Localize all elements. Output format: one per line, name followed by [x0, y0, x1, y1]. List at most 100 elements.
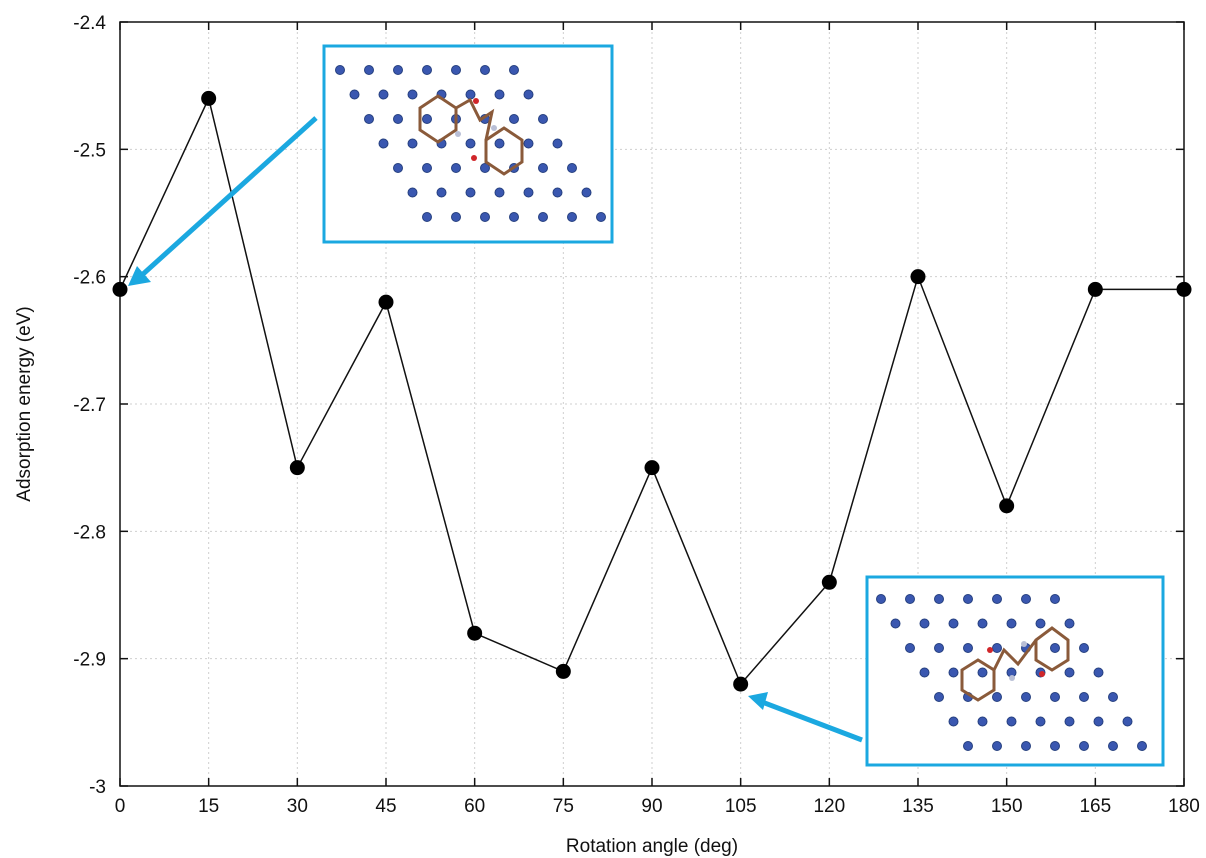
- x-tick-label: 150: [991, 796, 1023, 817]
- lattice-atom: [919, 618, 930, 629]
- lattice-atom: [876, 594, 886, 604]
- inset-structure-2-atoms: [876, 594, 1147, 751]
- lattice-atom: [905, 643, 915, 653]
- lattice-atom: [523, 138, 534, 149]
- lattice-atom: [1093, 667, 1104, 678]
- y-tick-label: -2.5: [73, 140, 106, 161]
- lattice-atom: [407, 138, 418, 149]
- lattice-atom: [480, 212, 490, 222]
- lattice-atom: [963, 741, 973, 751]
- lattice-atom: [977, 667, 988, 678]
- lattice-atom: [963, 643, 973, 653]
- data-point: [644, 460, 660, 476]
- lattice-atom: [1064, 618, 1075, 629]
- lattice-atom: [992, 741, 1002, 751]
- data-point: [733, 676, 749, 692]
- lattice-atom: [480, 65, 490, 75]
- lattice-atom: [509, 114, 519, 124]
- inset-structure-1-arrowhead: [128, 266, 151, 286]
- inset-structure-2-molecule: [960, 626, 1070, 702]
- lattice-atom: [1050, 643, 1060, 653]
- lattice-atom: [977, 716, 988, 727]
- lattice-atom: [1006, 716, 1017, 727]
- data-point: [378, 294, 394, 310]
- y-tick-label: -2.9: [73, 650, 106, 671]
- data-point: [555, 663, 571, 679]
- lattice-atom: [509, 65, 519, 75]
- lattice-atom: [523, 89, 534, 100]
- x-tick-label: 180: [1168, 796, 1200, 817]
- inset-structure-2: [748, 575, 1165, 767]
- x-tick-label: 30: [287, 796, 308, 817]
- lattice-atom: [1035, 716, 1046, 727]
- lattice-atom: [552, 187, 563, 198]
- lattice-atom: [335, 65, 345, 75]
- inset-structure-1-arrow: [140, 116, 318, 277]
- inset-structure-1-molecule: [418, 94, 524, 176]
- lattice-atom: [1006, 618, 1017, 629]
- lattice-atom: [407, 89, 418, 100]
- lattice-atom: [393, 65, 403, 75]
- y-axis-label: Adsorption energy (eV): [14, 306, 35, 501]
- x-tick-label: 45: [375, 796, 396, 817]
- x-tick-label: 60: [464, 796, 485, 817]
- lattice-atom: [393, 114, 403, 124]
- lattice-atom: [494, 89, 505, 100]
- lattice-atom: [538, 212, 548, 222]
- inset-structure-2-arrow: [761, 699, 863, 743]
- lattice-atom: [1021, 594, 1031, 604]
- y-tick-label: -2.4: [73, 13, 106, 34]
- lattice-atom: [934, 643, 944, 653]
- lattice-atom: [934, 594, 944, 604]
- lattice-atom: [465, 187, 476, 198]
- lattice-atom: [948, 716, 959, 727]
- lattice-atom: [919, 667, 930, 678]
- x-tick-label: 75: [553, 796, 574, 817]
- lattice-atom: [422, 65, 432, 75]
- lattice-atom: [451, 212, 461, 222]
- inset-structure-1: [128, 44, 614, 286]
- lattice-atom: [596, 212, 606, 222]
- data-point: [201, 90, 217, 106]
- lattice-atom: [494, 187, 505, 198]
- lattice-atom: [393, 163, 403, 173]
- y-axis: -2.4 -2.5 -2.6 -2.7 -2.8 -2.9 -3: [73, 13, 1184, 798]
- lattice-atom: [1050, 594, 1060, 604]
- lattice-atom: [538, 114, 548, 124]
- lattice-atom: [538, 163, 548, 173]
- lattice-atom: [934, 692, 944, 702]
- lattice-atom: [1064, 716, 1075, 727]
- lattice-atom: [451, 65, 461, 75]
- lattice-atom: [1079, 643, 1089, 653]
- lattice-atom: [963, 594, 973, 604]
- x-tick-label: 120: [813, 796, 845, 817]
- lattice-atom: [1050, 692, 1060, 702]
- data-points: [112, 90, 1192, 692]
- y-tick-label: -3: [89, 777, 106, 798]
- lattice-atom: [1137, 741, 1147, 751]
- data-point: [999, 498, 1015, 514]
- x-axis: 0 15 30 45 60 75 90 105 120 135 150 165 180: [115, 22, 1200, 817]
- x-tick-label: 165: [1079, 796, 1111, 817]
- lattice-atom: [422, 163, 432, 173]
- data-point: [1176, 281, 1192, 297]
- lattice-atom: [948, 618, 959, 629]
- data-point: [112, 281, 128, 297]
- lattice-atom: [1079, 692, 1089, 702]
- y-tick-label: -2.8: [73, 522, 106, 543]
- lattice-atom: [567, 212, 577, 222]
- lattice-atom: [1108, 692, 1118, 702]
- lattice-atom: [905, 594, 915, 604]
- data-point: [467, 625, 483, 641]
- lattice-atom: [494, 138, 505, 149]
- x-axis-label: Rotation angle (deg): [566, 836, 738, 857]
- lattice-atom: [364, 65, 374, 75]
- lattice-atom: [378, 138, 389, 149]
- lattice-atom: [992, 594, 1002, 604]
- lattice-atom: [890, 618, 901, 629]
- lattice-atom: [364, 114, 374, 124]
- lattice-atom: [1108, 741, 1118, 751]
- lattice-atom: [480, 163, 490, 173]
- lattice-atom: [1021, 692, 1031, 702]
- x-tick-label: 0: [115, 796, 126, 817]
